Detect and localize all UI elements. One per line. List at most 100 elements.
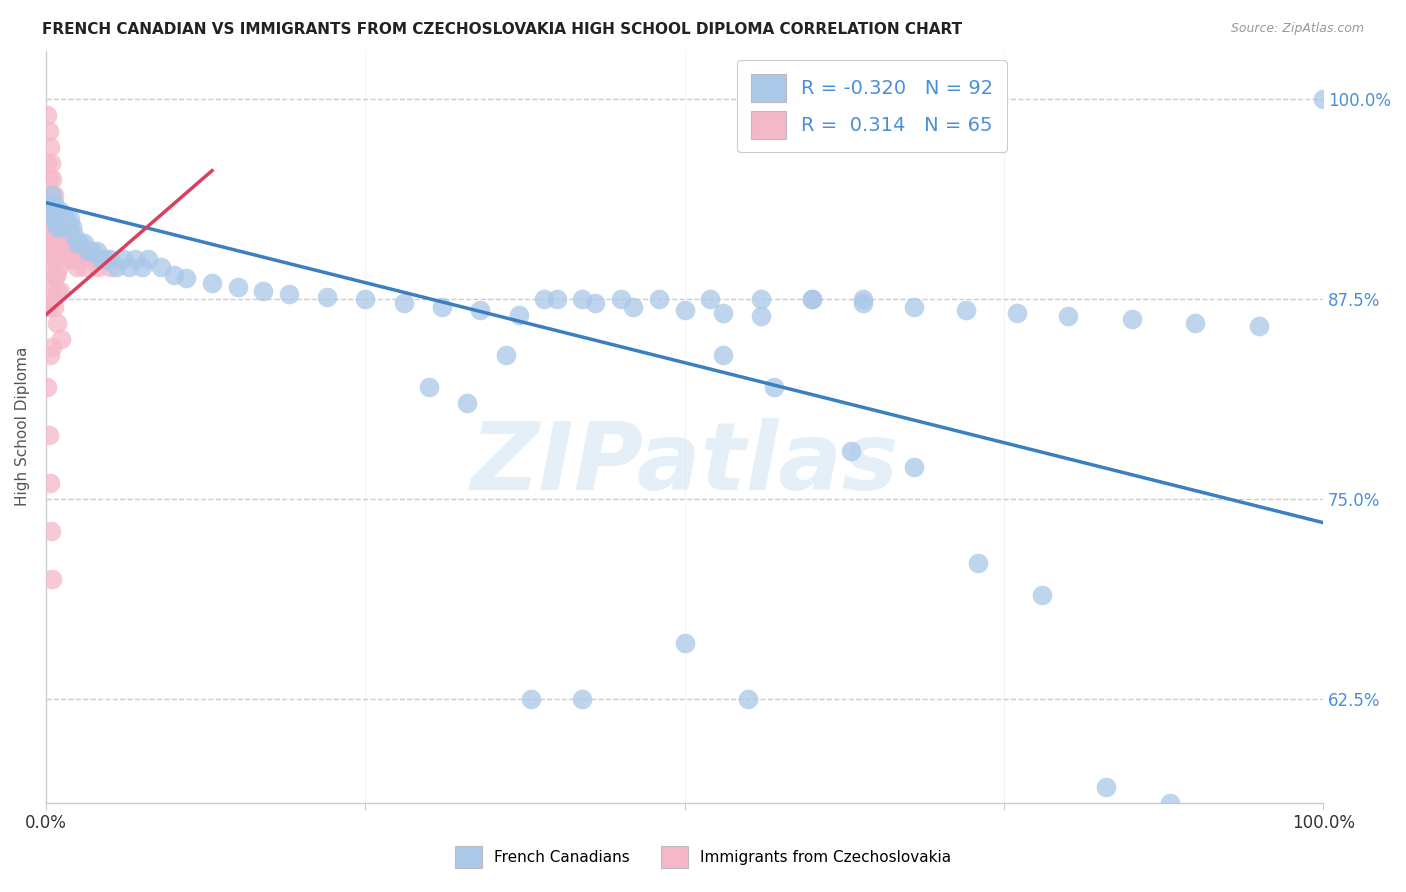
Point — [801, 292, 824, 306]
Point — [37, 155, 59, 169]
Point — [51, 227, 73, 242]
Y-axis label: High School Diploma: High School Diploma — [15, 347, 30, 507]
Point — [1121, 312, 1143, 326]
Point — [354, 292, 377, 306]
Point — [163, 268, 186, 282]
Point — [903, 459, 925, 474]
Point — [44, 219, 66, 234]
Point — [418, 379, 440, 393]
Point — [42, 195, 65, 210]
Point — [39, 155, 62, 169]
Point — [45, 211, 67, 226]
Point — [111, 252, 134, 266]
Point — [37, 187, 59, 202]
Point — [46, 284, 69, 298]
Point — [49, 219, 72, 234]
Point — [56, 244, 79, 258]
Point — [38, 123, 60, 137]
Point — [59, 235, 82, 250]
Point — [46, 235, 69, 250]
Point — [45, 219, 67, 234]
Point — [56, 219, 79, 234]
Point — [98, 260, 121, 274]
Point — [60, 219, 83, 234]
Point — [48, 211, 70, 226]
Point — [38, 235, 60, 250]
Point — [63, 252, 86, 266]
Point — [1312, 92, 1334, 106]
Point — [176, 270, 198, 285]
Point — [39, 203, 62, 218]
Point — [430, 300, 453, 314]
Point — [711, 306, 734, 320]
Point — [53, 219, 76, 234]
Point — [38, 219, 60, 234]
Point — [45, 268, 67, 282]
Point — [49, 203, 72, 218]
Point — [48, 211, 70, 226]
Point — [252, 284, 274, 298]
Text: ZIPatlas: ZIPatlas — [471, 418, 898, 510]
Point — [852, 296, 875, 310]
Point — [39, 252, 62, 266]
Point — [38, 427, 60, 442]
Point — [38, 235, 60, 250]
Point — [571, 691, 593, 706]
Point — [316, 290, 339, 304]
Point — [533, 292, 555, 306]
Point — [38, 139, 60, 153]
Point — [609, 292, 631, 306]
Point — [59, 211, 82, 226]
Text: Source: ZipAtlas.com: Source: ZipAtlas.com — [1230, 22, 1364, 36]
Point — [42, 235, 65, 250]
Point — [38, 348, 60, 362]
Point — [98, 252, 121, 266]
Point — [42, 300, 65, 314]
Point — [277, 286, 299, 301]
Point — [1056, 310, 1078, 324]
Point — [49, 219, 72, 234]
Point — [52, 219, 75, 234]
Point — [51, 211, 73, 226]
Point — [73, 235, 96, 250]
Point — [673, 302, 696, 317]
Point — [55, 211, 77, 226]
Point — [38, 300, 60, 314]
Point — [852, 292, 875, 306]
Point — [903, 300, 925, 314]
Point — [967, 556, 990, 570]
Point — [520, 691, 543, 706]
Point — [45, 268, 67, 282]
Point — [87, 260, 110, 274]
Point — [1095, 780, 1118, 794]
Point — [118, 260, 141, 274]
Point — [839, 443, 862, 458]
Legend: French Canadians, Immigrants from Czechoslovakia: French Canadians, Immigrants from Czecho… — [447, 838, 959, 875]
Point — [46, 316, 69, 330]
Point — [762, 379, 785, 393]
Point — [49, 284, 72, 298]
Point — [63, 227, 86, 242]
Point — [456, 395, 478, 409]
Point — [699, 292, 721, 306]
Point — [41, 268, 63, 282]
Point — [73, 260, 96, 274]
Point — [41, 187, 63, 202]
Point — [41, 252, 63, 266]
Point — [226, 280, 249, 294]
Point — [1184, 316, 1206, 330]
Point — [737, 691, 759, 706]
Point — [508, 308, 530, 322]
Point — [131, 260, 153, 274]
Point — [41, 203, 63, 218]
Point — [38, 187, 60, 202]
Point — [41, 572, 63, 586]
Point — [60, 244, 83, 258]
Point — [749, 292, 772, 306]
Point — [45, 203, 67, 218]
Point — [44, 252, 66, 266]
Point — [77, 244, 100, 258]
Point — [546, 292, 568, 306]
Point — [52, 235, 75, 250]
Point — [149, 260, 172, 274]
